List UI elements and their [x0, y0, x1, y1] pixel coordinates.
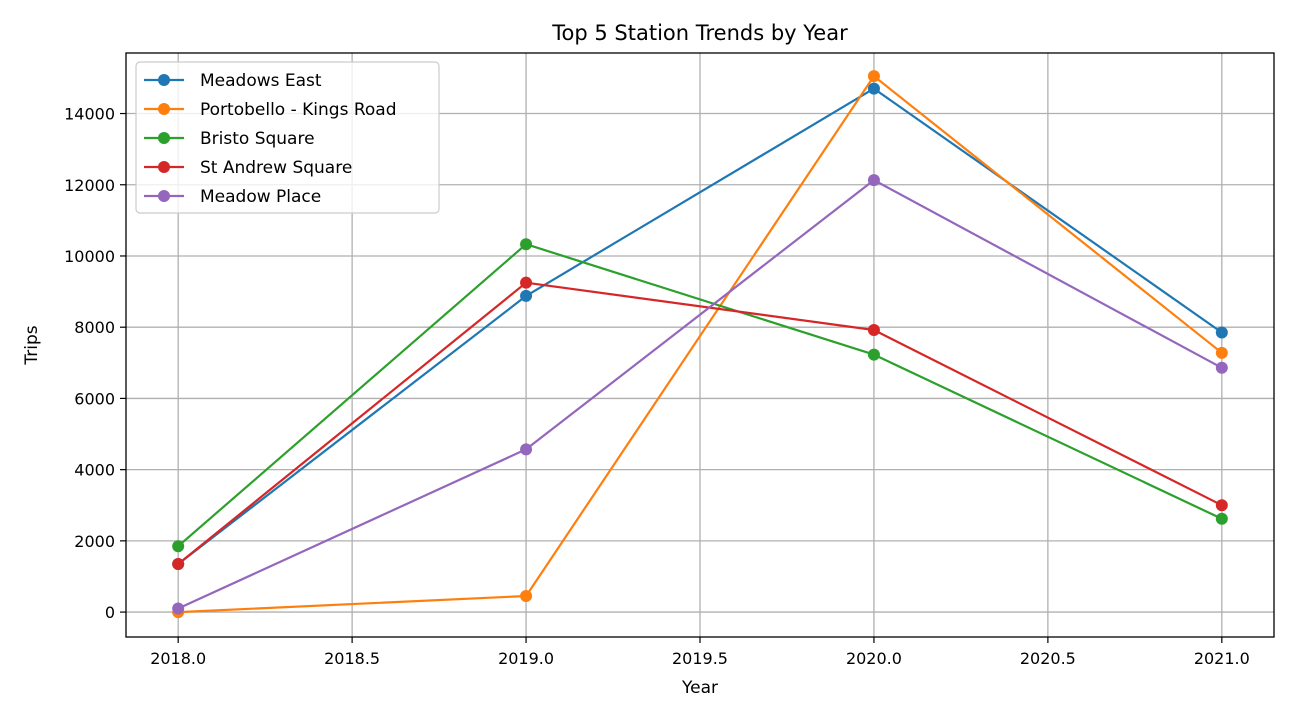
legend-label: St Andrew Square — [200, 158, 352, 178]
data-point — [520, 289, 533, 302]
data-point — [1215, 346, 1228, 359]
data-point — [520, 238, 533, 251]
legend-item: Portobello - Kings Road — [144, 100, 397, 120]
legend-label: Bristo Square — [200, 129, 315, 149]
legend-marker — [158, 74, 170, 86]
data-point — [520, 590, 533, 603]
data-point — [172, 540, 185, 553]
data-point — [1215, 512, 1228, 525]
legend: Meadows East Portobello - Kings Road Brist… — [135, 61, 440, 214]
data-point — [1215, 361, 1228, 374]
y-tick-label: 4000 — [74, 461, 115, 480]
data-point — [520, 276, 533, 289]
y-axis-label: Trips — [22, 325, 42, 365]
x-tick-label: 2019.0 — [498, 649, 554, 668]
legend-marker — [158, 161, 170, 173]
grid — [126, 53, 1274, 637]
x-tick-label: 2019.5 — [672, 649, 728, 668]
legend-item: St Andrew Square — [144, 158, 352, 178]
y-tick-label: 6000 — [74, 389, 115, 408]
y-tick-label: 10000 — [64, 247, 115, 266]
legend-box — [135, 61, 440, 214]
data-point — [867, 70, 880, 83]
legend-marker — [158, 190, 170, 202]
data-point — [172, 558, 185, 570]
x-tick-label: 2020.0 — [846, 649, 902, 668]
series-1 — [172, 70, 1228, 619]
y-tick-label: 2000 — [74, 532, 115, 551]
series-line — [178, 74, 1223, 614]
series-line — [177, 281, 1223, 565]
data-point — [867, 348, 880, 361]
legend-item: Bristo Square — [144, 129, 315, 149]
data-point — [867, 174, 880, 187]
series-4 — [172, 174, 1228, 615]
series-2 — [172, 238, 1228, 553]
x-tick-label: 2018.0 — [150, 649, 206, 668]
legend-marker — [158, 132, 170, 144]
legend-item: Meadow Place — [144, 187, 321, 207]
y-tick-label: 0 — [105, 603, 115, 622]
data-point — [520, 443, 533, 456]
legend-item: Meadows East — [144, 71, 322, 91]
x-tick-label: 2018.5 — [324, 649, 380, 668]
data-point — [1215, 499, 1228, 512]
series-line — [177, 243, 1223, 548]
y-tick-label: 14000 — [64, 105, 115, 124]
series-group — [172, 70, 1228, 619]
x-tick-label: 2021.0 — [1194, 649, 1250, 668]
x-axis-label: Year — [681, 678, 718, 698]
chart-title: Top 5 Station Trends by Year — [551, 21, 848, 45]
y-tick-label: 8000 — [74, 318, 115, 337]
legend-label: Meadow Place — [200, 187, 321, 207]
data-point — [867, 82, 880, 95]
x-tick-label: 2020.5 — [1020, 649, 1076, 668]
data-point — [1215, 326, 1228, 339]
data-point — [172, 602, 185, 615]
series-line — [177, 179, 1223, 610]
axis-ticks: 2018.0 2018.5 2019.0 2019.5 2020.0 2020.5 2021… — [64, 105, 1250, 668]
legend-marker — [158, 103, 170, 115]
series-3 — [172, 276, 1228, 570]
series-line — [177, 87, 1223, 565]
legend-label: Portobello - Kings Road — [200, 100, 397, 120]
data-point — [867, 324, 880, 337]
legend-label: Meadows East — [200, 71, 322, 91]
y-tick-label: 12000 — [64, 176, 115, 195]
